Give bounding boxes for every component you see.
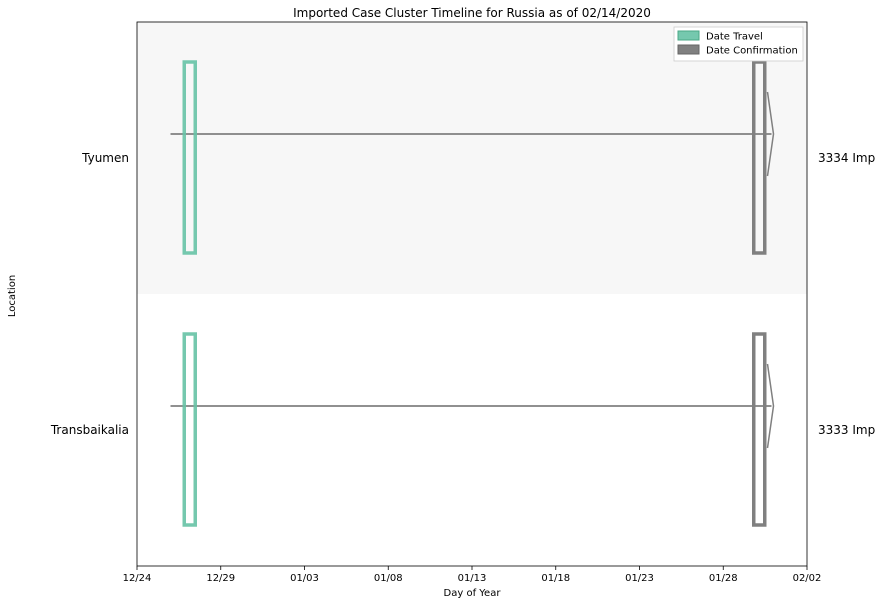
x-tick-label: 12/24 bbox=[123, 573, 152, 584]
timeline-arrowhead bbox=[766, 91, 775, 177]
y-axis-label: Location bbox=[7, 275, 18, 317]
row-labels: Tyumen 3334 Imp Transbaikalia 3333 Imp bbox=[50, 151, 875, 437]
legend: Date Travel Date Confirmation bbox=[673, 26, 804, 62]
legend-swatch-confirmation bbox=[677, 44, 700, 55]
x-tick-label: 12/29 bbox=[206, 573, 235, 584]
row-band bbox=[137, 294, 807, 566]
location-label: Transbaikalia bbox=[50, 423, 129, 437]
legend-label-confirmation: Date Confirmation bbox=[706, 46, 798, 57]
x-tick-label: 01/13 bbox=[458, 573, 487, 584]
x-tick-label: 01/18 bbox=[541, 573, 570, 584]
x-tick-label: 02/02 bbox=[793, 573, 822, 584]
x-tick-label: 01/28 bbox=[709, 573, 738, 584]
row-band bbox=[137, 22, 807, 294]
confirmation-date-bar bbox=[752, 60, 767, 255]
travel-date-bar bbox=[182, 60, 197, 255]
legend-label-travel: Date Travel bbox=[706, 32, 763, 43]
legend-swatch-travel bbox=[677, 30, 700, 41]
row-bands bbox=[137, 22, 807, 566]
x-axis-label: Day of Year bbox=[444, 588, 502, 599]
x-tick-label: 01/08 bbox=[374, 573, 403, 584]
x-tick-label: 01/23 bbox=[625, 573, 654, 584]
travel-date-bar bbox=[182, 332, 197, 527]
confirmation-date-bar bbox=[752, 332, 767, 527]
import-count-label: 3333 Imp bbox=[818, 423, 875, 437]
location-label: Tyumen bbox=[81, 151, 129, 165]
chart-title: Imported Case Cluster Timeline for Russi… bbox=[293, 6, 651, 20]
import-count-label: 3334 Imp bbox=[818, 151, 875, 165]
x-tick-label: 01/03 bbox=[290, 573, 319, 584]
x-axis-ticks: 12/24 12/29 01/03 01/08 01/13 01/18 01/23 01/28… bbox=[123, 566, 822, 584]
timeline-marks bbox=[170, 60, 775, 527]
timeline-arrowhead bbox=[766, 363, 775, 449]
